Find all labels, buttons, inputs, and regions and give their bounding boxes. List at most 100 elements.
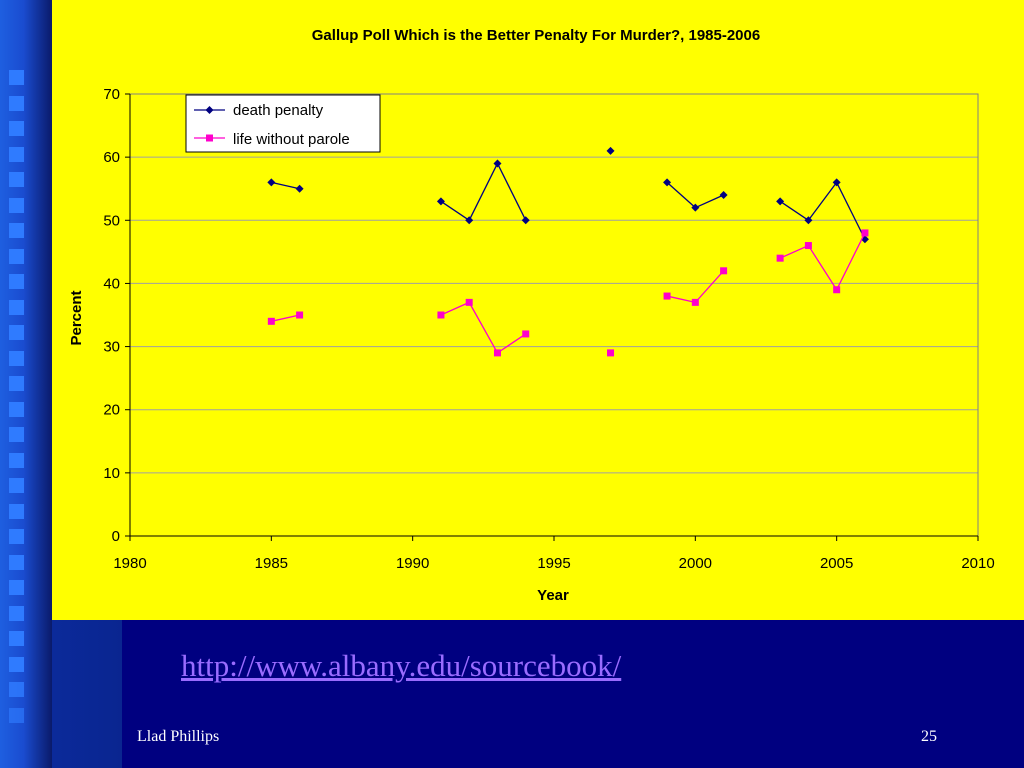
data-point bbox=[465, 298, 473, 306]
data-point bbox=[493, 159, 502, 168]
axes: 0 10 20 30 40 50 60 70 1980 1985 1990 1995 2000 2005 2… bbox=[103, 86, 994, 572]
series-line-segment bbox=[807, 182, 838, 221]
y-tick-label: 50 bbox=[103, 212, 120, 229]
decorative-square bbox=[9, 223, 24, 238]
legend-life-marker bbox=[206, 134, 213, 142]
data-point bbox=[832, 178, 841, 187]
series-line-segment bbox=[271, 314, 300, 322]
data-point bbox=[663, 178, 672, 187]
data-point bbox=[436, 197, 445, 206]
y-tick-label: 10 bbox=[103, 465, 120, 482]
y-tick-label: 0 bbox=[112, 528, 120, 545]
decorative-square bbox=[9, 427, 24, 442]
decorative-square bbox=[9, 197, 24, 213]
series-line-segment bbox=[807, 245, 838, 291]
decorative-square bbox=[9, 503, 24, 519]
data-point bbox=[776, 254, 784, 262]
data-point bbox=[833, 286, 841, 294]
series bbox=[267, 146, 869, 357]
series-line-segment bbox=[497, 333, 527, 354]
series-line-segment bbox=[468, 302, 499, 354]
decorative-square bbox=[9, 95, 24, 111]
data-point bbox=[521, 216, 530, 225]
left-decorative-strip bbox=[0, 0, 52, 768]
data-point bbox=[691, 298, 699, 306]
data-point bbox=[804, 216, 813, 225]
series-line-segment bbox=[496, 163, 527, 221]
data-point bbox=[295, 184, 304, 193]
data-point bbox=[437, 311, 445, 319]
x-tick-label: 2000 bbox=[679, 555, 712, 572]
decorative-square bbox=[9, 656, 24, 672]
x-tick-label: 1995 bbox=[537, 555, 570, 572]
source-link[interactable]: http://www.albany.edu/sourcebook/ bbox=[181, 648, 622, 683]
x-tick-label: 2005 bbox=[820, 555, 853, 572]
y-tick-label: 70 bbox=[103, 86, 120, 103]
legend-death-label: death penalty bbox=[233, 102, 324, 119]
data-point bbox=[267, 317, 275, 325]
plot-background bbox=[130, 94, 978, 536]
y-tick-label: 20 bbox=[103, 402, 120, 419]
x-tick-label: 1985 bbox=[255, 555, 288, 572]
data-point bbox=[861, 229, 869, 237]
series-line-segment bbox=[836, 182, 866, 240]
data-point bbox=[804, 242, 812, 250]
legend-box bbox=[185, 94, 381, 153]
series-line-segment bbox=[695, 194, 724, 209]
decorative-square bbox=[9, 146, 24, 162]
decorative-square bbox=[9, 172, 24, 187]
decorative-square bbox=[9, 325, 24, 340]
data-point bbox=[522, 330, 530, 338]
data-point bbox=[719, 191, 728, 200]
y-tick-label: 40 bbox=[103, 275, 120, 292]
series-line-segment bbox=[440, 301, 470, 316]
x-axis-label: Year bbox=[537, 587, 569, 604]
data-point bbox=[267, 178, 276, 187]
footer-author: Llad Phillips bbox=[137, 728, 220, 745]
x-tick-label: 1990 bbox=[396, 555, 429, 572]
chart-panel: 0 10 20 30 40 50 60 70 1980 1985 1990 1995 2000 2005 2… bbox=[52, 0, 1024, 620]
series-line-segment bbox=[666, 181, 696, 209]
data-point bbox=[663, 292, 671, 300]
decorative-square bbox=[9, 529, 24, 544]
chart: 0 10 20 30 40 50 60 70 1980 1985 1990 1995 2000 2005 2… bbox=[68, 27, 995, 604]
left-decorative-strip-lower bbox=[52, 620, 122, 768]
x-tick-label: 1980 bbox=[113, 555, 146, 572]
data-point bbox=[606, 146, 615, 155]
data-point bbox=[720, 267, 728, 275]
series-line-segment bbox=[440, 200, 470, 221]
decorative-square bbox=[9, 554, 24, 570]
series-line-segment bbox=[666, 295, 696, 304]
data-point bbox=[607, 349, 615, 357]
decorative-square bbox=[9, 274, 24, 289]
legend-life-label: life without parole bbox=[233, 131, 350, 148]
decorative-square bbox=[9, 605, 24, 621]
series-line-segment bbox=[779, 200, 809, 221]
data-point bbox=[493, 349, 501, 357]
decorative-square bbox=[9, 707, 24, 723]
series-life-without-parole bbox=[267, 229, 869, 357]
decorative-square bbox=[9, 70, 24, 85]
y-axis-label: Percent bbox=[68, 290, 85, 345]
series-line-segment bbox=[468, 163, 499, 221]
gridlines bbox=[130, 93, 978, 536]
chart-title: Gallup Poll Which is the Better Penalty … bbox=[312, 27, 760, 44]
decorative-square bbox=[9, 350, 24, 366]
y-tick-label: 30 bbox=[103, 339, 120, 356]
decorative-square bbox=[9, 299, 24, 315]
series-line-segment bbox=[694, 270, 725, 303]
decorative-square bbox=[9, 248, 24, 264]
page-number: 25 bbox=[921, 728, 937, 745]
data-point bbox=[465, 216, 474, 225]
decorative-square bbox=[9, 401, 24, 417]
decorative-square bbox=[9, 631, 24, 646]
x-tick-label: 2010 bbox=[961, 555, 994, 572]
y-tick-label: 60 bbox=[103, 149, 120, 166]
legend: death penalty life without parole bbox=[185, 94, 381, 153]
series-line-segment bbox=[271, 181, 300, 190]
decorative-square bbox=[9, 682, 24, 697]
decorative-square bbox=[9, 452, 24, 468]
decorative-square bbox=[9, 478, 24, 493]
series-line-segment bbox=[779, 244, 809, 259]
data-point bbox=[296, 311, 304, 319]
